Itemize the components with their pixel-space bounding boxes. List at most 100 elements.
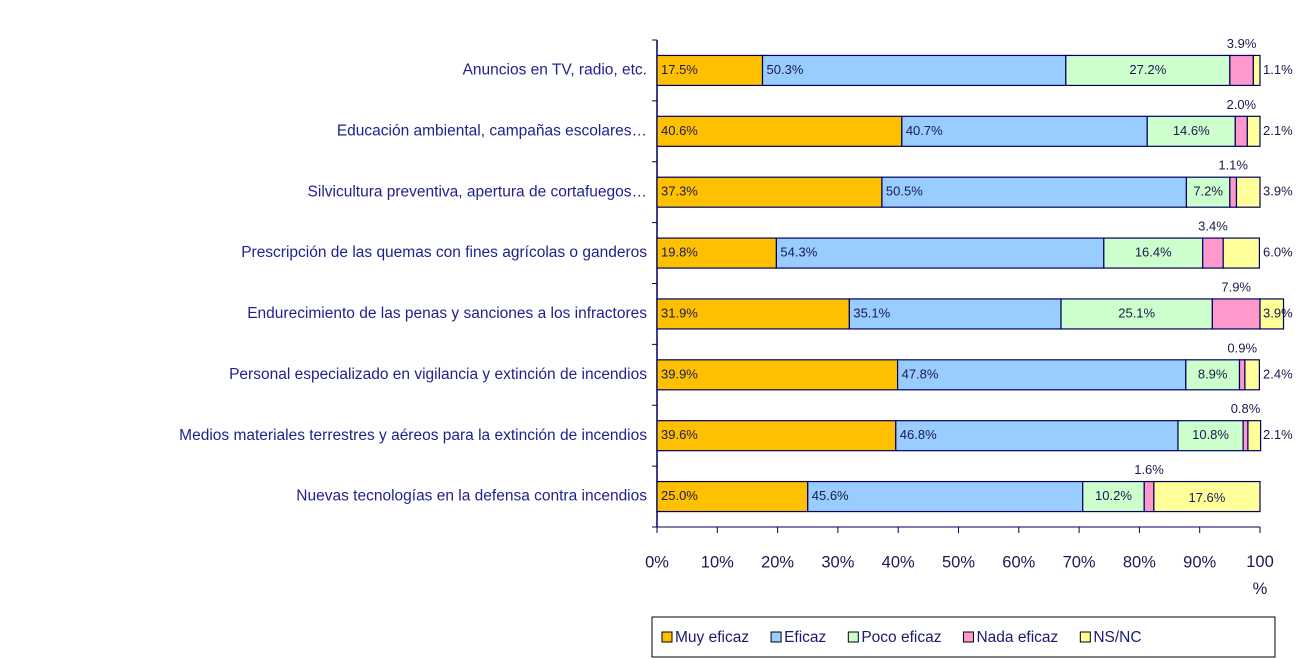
bar-segment (1222, 237, 1260, 269)
value-label: 40.7% (906, 123, 943, 138)
value-label: 50.5% (886, 184, 923, 199)
value-label: 1.1% (1263, 62, 1293, 77)
bar-segment (1065, 54, 1231, 87)
bar-segment (1234, 115, 1248, 147)
bar-segment (1143, 480, 1155, 513)
bar-segment (901, 115, 1148, 147)
x-tick-label: 30% (821, 553, 854, 571)
legend-swatch (847, 631, 859, 643)
value-label: 10.2% (1095, 488, 1132, 503)
bar-segment (1202, 237, 1224, 269)
value-label: 35.1% (853, 305, 890, 320)
bar-segment (1247, 420, 1262, 452)
value-label: 19.8% (661, 245, 698, 260)
value-label: 2.4% (1263, 366, 1293, 381)
value-label: 3.9% (1263, 305, 1293, 320)
x-tick-label: 90% (1183, 553, 1216, 571)
bar-segment (1146, 115, 1236, 147)
value-label: 3.9% (1227, 36, 1257, 51)
bar-segment (1244, 359, 1260, 391)
category-label: Personal especializado en vigilancia y e… (229, 366, 647, 383)
category-label: Anuncios en TV, radio, etc. (463, 62, 647, 79)
value-label: 0.9% (1227, 340, 1257, 355)
x-tick-label: 10% (701, 553, 734, 571)
category-label: Prescripción de las quemas con fines agr… (241, 244, 647, 261)
value-label: 31.9% (661, 305, 698, 320)
value-label: 3.4% (1198, 219, 1228, 234)
bar-segment (896, 359, 1187, 391)
x-tick-label-part: % (1253, 580, 1268, 598)
value-label: 17.6% (1188, 490, 1225, 505)
bar-segment (1229, 176, 1238, 208)
value-label: 0.8% (1231, 401, 1261, 416)
category-label: Educación ambiental, campañas escolares… (337, 122, 647, 139)
x-tick-label: 0% (645, 553, 669, 571)
bar-segment (761, 54, 1067, 87)
value-label: 25.1% (1118, 305, 1155, 320)
bar-segment (656, 298, 850, 330)
value-label: 2.0% (1226, 97, 1256, 112)
bar-segment (1153, 480, 1261, 513)
category-label: Endurecimiento de las penas y sanciones … (247, 305, 647, 322)
value-label: 17.5% (661, 62, 698, 77)
bar-segment (1185, 176, 1231, 208)
x-tick-label: 100% (1246, 553, 1274, 598)
x-tick-label: 20% (761, 553, 794, 571)
value-label: 50.3% (767, 62, 804, 77)
category-label: Silvicultura preventiva, apertura de cor… (308, 183, 647, 200)
legend-label: Poco eficaz (861, 629, 941, 646)
category-label: Medios materiales terrestres y aéreos pa… (179, 427, 647, 444)
legend-label: Muy eficaz (675, 629, 749, 646)
value-label: 47.8% (902, 366, 939, 381)
bar-segment (1185, 359, 1241, 391)
value-label: 25.0% (661, 488, 698, 503)
value-label: 2.1% (1263, 427, 1293, 442)
value-label: 10.8% (1192, 427, 1229, 442)
bar-segment (1082, 480, 1145, 513)
value-label: 16.4% (1135, 245, 1172, 260)
bar-segment (1229, 54, 1254, 87)
bar-segment (656, 176, 883, 208)
bar-segment (656, 359, 899, 391)
legend-swatch (962, 631, 974, 643)
value-label: 39.9% (661, 366, 698, 381)
value-label: 8.9% (1198, 366, 1228, 381)
bar-segment (1259, 298, 1285, 330)
value-label: 1.6% (1134, 462, 1164, 477)
bar-segment (656, 115, 903, 147)
value-label: 27.2% (1129, 62, 1166, 77)
value-label: 1.1% (1218, 158, 1248, 173)
value-label: 14.6% (1173, 123, 1210, 138)
bar-segment (1235, 176, 1261, 208)
bar-segment (656, 420, 897, 452)
bar-segment (881, 176, 1188, 208)
legend-swatch (1079, 631, 1091, 643)
x-tick-label: 80% (1123, 553, 1156, 571)
bar-segment (1252, 54, 1261, 87)
legend-swatch (661, 631, 673, 643)
bar-segment (656, 54, 764, 87)
bar-segment (895, 420, 1179, 452)
legend-label: Nada eficaz (976, 629, 1058, 646)
value-label: 6.0% (1263, 245, 1293, 260)
x-tick-label-part: 100 (1246, 553, 1274, 571)
bar-segment (1242, 420, 1249, 452)
bar-segment (656, 237, 777, 269)
bar-segment (656, 480, 809, 513)
legend-label: NS/NC (1093, 629, 1141, 646)
value-label: 3.9% (1263, 184, 1293, 199)
bar-segment (1238, 359, 1246, 391)
category-label: Nuevas tecnologías en la defensa contra … (296, 488, 647, 505)
x-tick-label: 40% (882, 553, 915, 571)
bar-segment (1246, 115, 1261, 147)
value-label: 54.3% (780, 245, 817, 260)
value-label: 45.6% (812, 488, 849, 503)
x-tick-label: 50% (942, 553, 975, 571)
value-label: 40.6% (661, 123, 698, 138)
x-tick-label: 60% (1002, 553, 1035, 571)
value-label: 7.2% (1193, 184, 1223, 199)
value-label: 39.6% (661, 427, 698, 442)
legend-swatch (770, 631, 782, 643)
value-label: 46.8% (900, 427, 937, 442)
